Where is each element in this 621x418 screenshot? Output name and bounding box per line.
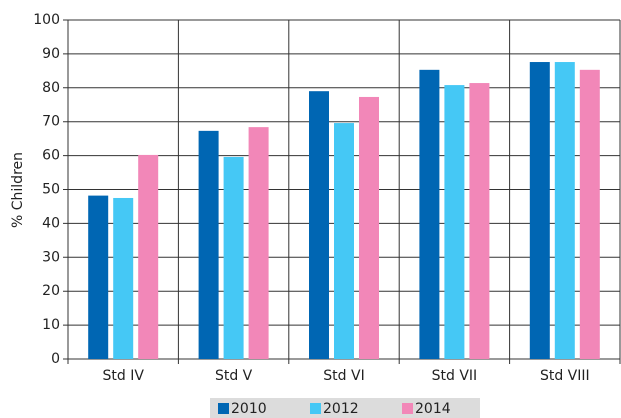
bar <box>113 197 134 359</box>
bar <box>359 96 379 359</box>
y-tick-label: 100 <box>33 12 60 28</box>
y-tick-label: 60 <box>42 148 60 164</box>
y-tick-label: 10 <box>42 317 60 333</box>
y-axis-label: % Children <box>10 152 26 228</box>
bar <box>529 62 550 359</box>
x-tick-label: Std VII <box>432 368 478 384</box>
x-tick-label: Std V <box>215 368 253 384</box>
legend-label: 2014 <box>415 401 451 417</box>
x-tick-label: Std IV <box>102 368 144 384</box>
bar <box>198 130 219 359</box>
y-tick-label: 80 <box>42 80 60 96</box>
y-tick-label: 90 <box>42 46 60 62</box>
legend-swatch <box>218 403 229 414</box>
bar <box>444 85 465 359</box>
bar <box>554 62 575 359</box>
y-tick-label: 30 <box>42 249 60 265</box>
bar <box>248 127 269 360</box>
bar <box>88 195 109 359</box>
bar <box>223 156 244 359</box>
bar <box>579 69 600 359</box>
legend-label: 2010 <box>231 401 267 417</box>
y-tick-label: 50 <box>42 182 60 198</box>
y-tick-label: 20 <box>42 283 60 299</box>
legend-label: 2012 <box>323 401 359 417</box>
bar <box>309 91 329 359</box>
x-tick-label: Std VI <box>323 368 364 384</box>
bar <box>469 83 490 359</box>
bar <box>419 69 440 359</box>
x-tick-label: Std VIII <box>540 368 590 384</box>
y-tick-label: 0 <box>51 351 60 367</box>
y-tick-label: 70 <box>42 114 60 130</box>
legend-swatch <box>402 403 413 414</box>
bar <box>138 154 159 359</box>
bar <box>334 123 354 359</box>
legend-swatch <box>310 403 321 414</box>
y-tick-label: 40 <box>42 215 60 231</box>
